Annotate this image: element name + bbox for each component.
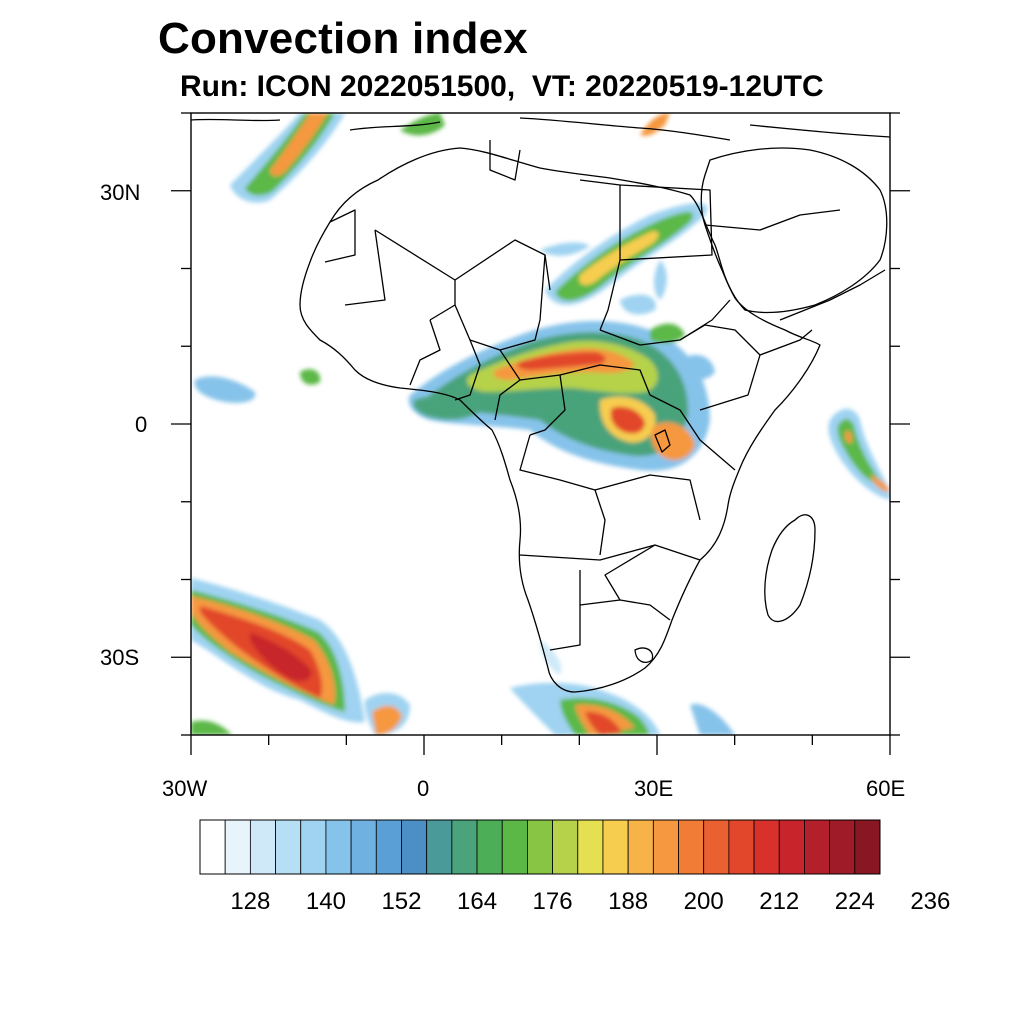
colorbar-swatch bbox=[300, 819, 327, 875]
colorbar-swatch bbox=[778, 819, 805, 875]
colorbar-swatch bbox=[577, 819, 604, 875]
map-frame bbox=[171, 112, 910, 755]
colorbar bbox=[199, 819, 881, 875]
colorbar-swatch bbox=[678, 819, 705, 875]
lat-label-30s: 30S bbox=[100, 645, 140, 670]
colorbar-swatch bbox=[854, 819, 881, 875]
colorbar-swatch bbox=[829, 819, 856, 875]
field-south-atlantic bbox=[191, 578, 410, 735]
colorbar-swatch bbox=[451, 819, 478, 875]
colorbar-label: 188 bbox=[608, 888, 649, 915]
lon-label-60e: 60E bbox=[866, 776, 906, 801]
colorbar-label: 140 bbox=[305, 888, 346, 915]
colorbar-swatch bbox=[552, 819, 579, 875]
lon-label-30e: 30E bbox=[634, 776, 674, 801]
colorbar-label: 152 bbox=[381, 888, 422, 915]
field-gulf-of-guinea bbox=[194, 369, 480, 420]
colorbar-swatch bbox=[325, 819, 352, 875]
map-title: Convection index bbox=[158, 14, 528, 63]
colorbar-label: 128 bbox=[230, 888, 271, 915]
lat-label-0: 0 bbox=[135, 412, 148, 437]
colorbar-swatch bbox=[753, 819, 780, 875]
colorbar-label: 224 bbox=[834, 888, 875, 915]
colorbar-swatch bbox=[275, 819, 302, 875]
colorbar-swatch bbox=[249, 819, 276, 875]
colorbar-swatch bbox=[652, 819, 679, 875]
colorbar-swatch bbox=[350, 819, 377, 875]
colorbar-swatch bbox=[426, 819, 453, 875]
colorbar-swatch bbox=[476, 819, 503, 875]
colorbar-swatch bbox=[703, 819, 730, 875]
axis-ticks bbox=[171, 112, 910, 755]
field-central-africa bbox=[408, 260, 715, 471]
colorbar-swatch bbox=[602, 819, 629, 875]
field-sahel-band bbox=[540, 202, 708, 305]
convection-fields bbox=[191, 113, 890, 735]
colorbar-label: 164 bbox=[457, 888, 498, 915]
colorbar-swatch bbox=[501, 819, 528, 875]
colorbar-swatch bbox=[527, 819, 553, 875]
field-north-atlantic bbox=[230, 113, 670, 203]
map-outlines bbox=[191, 117, 890, 693]
lon-label-0: 0 bbox=[417, 776, 430, 801]
colorbar-swatch bbox=[804, 819, 831, 875]
colorbar-swatch bbox=[728, 819, 755, 875]
colorbar-swatch bbox=[199, 819, 226, 875]
colorbar-swatch bbox=[224, 819, 251, 875]
colorbar-swatch bbox=[627, 819, 654, 875]
colorbar-swatch bbox=[375, 819, 402, 875]
colorbar-label: 212 bbox=[759, 888, 800, 915]
field-south-africa bbox=[510, 640, 735, 735]
colorbar-label: 200 bbox=[683, 888, 724, 915]
colorbar-label: 236 bbox=[910, 888, 951, 915]
field-indian-ocean bbox=[828, 408, 890, 500]
lon-label-30w: 30W bbox=[162, 776, 208, 801]
lat-label-30n: 30N bbox=[100, 180, 141, 205]
map-subtitle: Run: ICON 2022051500, VT: 20220519-12UTC bbox=[180, 70, 824, 103]
colorbar-swatch bbox=[401, 819, 428, 875]
colorbar-label: 176 bbox=[532, 888, 573, 915]
